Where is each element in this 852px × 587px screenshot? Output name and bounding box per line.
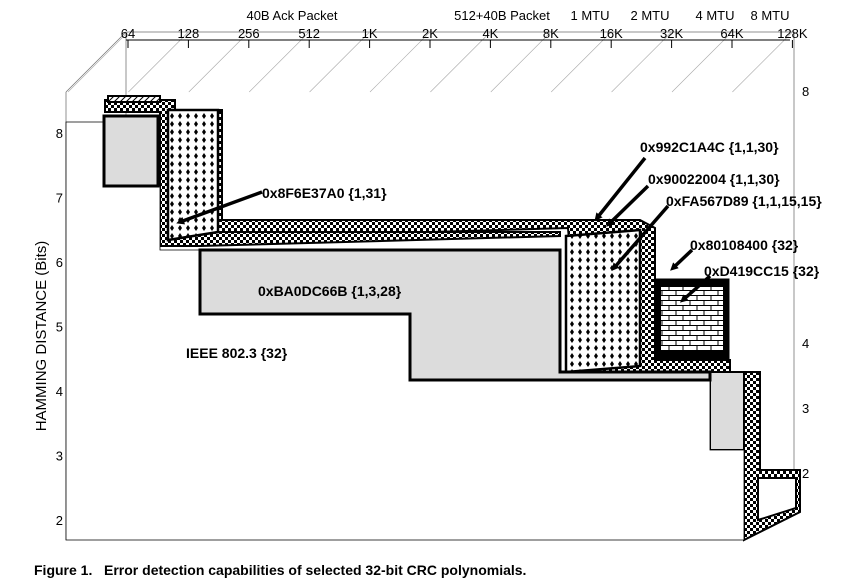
- x-tick-label: 64: [121, 26, 135, 41]
- callout-arrows: [176, 156, 712, 303]
- label-0xFA567D89: 0xFA567D89 {1,1,15,15}: [666, 193, 822, 209]
- x-axis-ticks: 64 128 256 512 1K 2K 4K 8K 16K 32K 64K 128K: [121, 26, 808, 41]
- floor-gridline: [430, 31, 491, 93]
- floor-gridline: [369, 31, 431, 93]
- series-right-tail: [709, 371, 801, 542]
- y-tick-label: 5: [56, 320, 63, 335]
- floor-gridline: [550, 31, 612, 93]
- back-y-tick-label: 8: [802, 84, 809, 99]
- series-ieee-front-surface: [65, 114, 745, 541]
- x-tick-label: 1K: [362, 26, 378, 41]
- x-tick-label: 32K: [660, 26, 683, 41]
- label-0x90022004: 0x90022004 {1,1,30}: [648, 171, 780, 187]
- figure-caption: Figure 1. Error detection capabilities o…: [34, 562, 527, 578]
- top-annotation-label: 4 MTU: [696, 8, 735, 23]
- series-labels: 0x8F6E37A0 {1,31} 0xBA0DC66B {1,3,28} IE…: [186, 139, 822, 361]
- y-tick-label: 7: [56, 191, 63, 206]
- label-0x8F6E37A0: 0x8F6E37A0 {1,31}: [262, 185, 387, 201]
- floor-gridline: [188, 31, 250, 93]
- label-ieee-802-3: IEEE 802.3 {32}: [186, 345, 288, 361]
- label-0x80108400: 0x80108400 {32}: [690, 237, 799, 253]
- floor-gridline: [67, 31, 129, 93]
- x-tick-label: 128: [178, 26, 200, 41]
- top-annotations: 40B Ack Packet 512+40B Packet 1 MTU 2 MTU 4 …: [246, 8, 789, 23]
- x-tick-label: 2K: [422, 26, 438, 41]
- label-0x992C1A4C: 0x992C1A4C {1,1,30}: [640, 139, 779, 155]
- x-tick-label: 16K: [600, 26, 623, 41]
- series-0xFA567D89-slab: [166, 108, 642, 374]
- floor-gridline: [309, 31, 370, 93]
- top-annotation-label: 1 MTU: [571, 8, 610, 23]
- y-tick-label: 6: [56, 255, 63, 270]
- x-tick-label: 512: [298, 26, 320, 41]
- label-0xD419CC15: 0xD419CC15 {32}: [704, 263, 820, 279]
- floor-gridline: [732, 31, 793, 93]
- floor-gridline: [128, 31, 189, 93]
- x-tick-label: 128K: [777, 26, 808, 41]
- top-annotation-label: 40B Ack Packet: [246, 8, 337, 23]
- x-tick-label: 64K: [720, 26, 743, 41]
- floor-gridline: [671, 31, 733, 93]
- top-annotation-label: 2 MTU: [631, 8, 670, 23]
- x-tick-label: 4K: [482, 26, 498, 41]
- x-tick-label: 8K: [543, 26, 559, 41]
- x-axis-tick-marks: [127, 40, 793, 48]
- top-annotation-label: 8 MTU: [751, 8, 790, 23]
- floor-gridline: [611, 31, 672, 93]
- back-y-tick-label: 4: [802, 336, 809, 351]
- gridlines: [67, 31, 793, 93]
- y-tick-label: 8: [56, 126, 63, 141]
- back-y-axis-ticks: 2 3 4 8: [802, 84, 809, 481]
- y-axis-ticks: 2 3 4 5 6 7 8: [56, 126, 63, 528]
- label-0xBA0DC66B: 0xBA0DC66B {1,3,28}: [258, 283, 402, 299]
- y-tick-label: 2: [56, 513, 63, 528]
- y-tick-label: 3: [56, 449, 63, 464]
- back-y-tick-label: 2: [802, 466, 809, 481]
- floor-gridline: [490, 31, 552, 93]
- floor-gridline: [248, 31, 310, 93]
- x-tick-label: 256: [238, 26, 260, 41]
- y-axis-title: HAMMING DISTANCE (Bits): [33, 241, 50, 432]
- back-y-tick-label: 3: [802, 401, 809, 416]
- y-tick-label: 4: [56, 384, 63, 399]
- top-annotation-label: 512+40B Packet: [454, 8, 550, 23]
